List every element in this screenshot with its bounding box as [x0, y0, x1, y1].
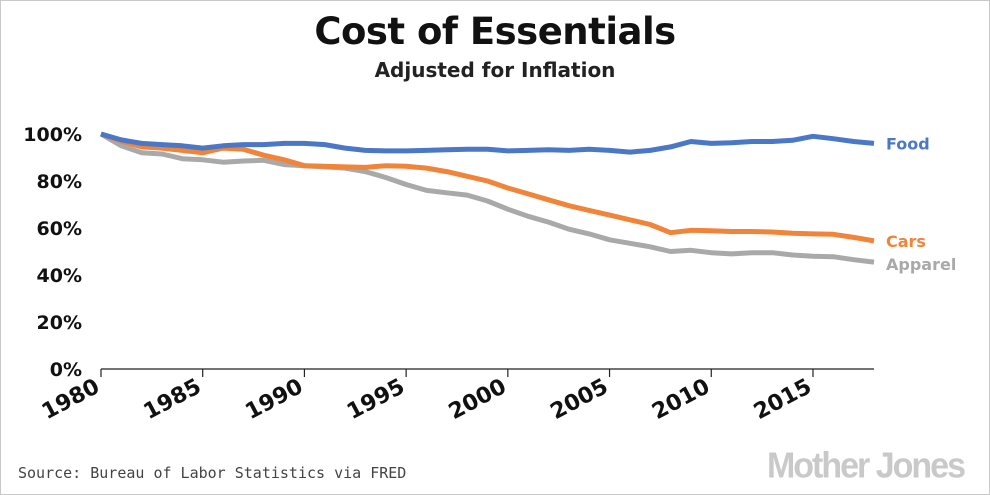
x-tick-label: 2015: [750, 374, 816, 425]
x-tick-label: 1985: [140, 374, 206, 425]
y-tick-label: 80%: [37, 171, 82, 193]
x-tick-label: 1995: [343, 374, 409, 425]
source-note: Source: Bureau of Labor Statistics via F…: [18, 464, 407, 482]
y-tick-label: 40%: [37, 265, 82, 287]
y-tick-label: 100%: [23, 124, 82, 146]
x-tick-label: 2010: [648, 374, 714, 425]
series-label-apparel: Apparel: [886, 255, 956, 274]
chart-subtitle: Adjusted for Inflation: [374, 58, 616, 82]
x-tick-label: 1980: [38, 374, 104, 425]
series-layer: [99, 131, 875, 265]
y-tick-label: 60%: [37, 218, 82, 240]
series-line-cars: [100, 131, 875, 244]
series-line-apparel: [99, 131, 875, 265]
series-label-food: Food: [886, 134, 930, 153]
axes-layer: 1980 1985 1990 1995 2000 2005 2010 2015 0% 20% 40%…: [23, 124, 874, 425]
chart-title: Cost of Essentials: [314, 10, 676, 53]
mother-jones-logo: Mother Jones: [766, 446, 966, 486]
x-tick-label: 1990: [241, 374, 307, 425]
y-tick-label: 0%: [50, 359, 82, 381]
y-tick-label: 20%: [37, 312, 82, 334]
series-label-cars: Cars: [886, 232, 926, 251]
x-tick-label: 2000: [445, 374, 511, 425]
series-line-food: [100, 131, 875, 155]
x-tick-label: 2005: [547, 374, 613, 425]
labels-layer: Food Cars Apparel: [886, 134, 956, 274]
